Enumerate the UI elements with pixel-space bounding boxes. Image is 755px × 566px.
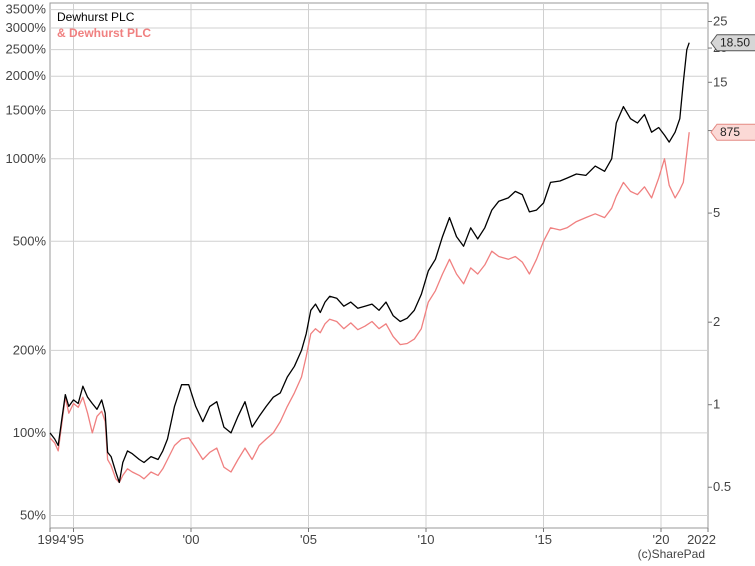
legend-entry: Dewhurst PLC (57, 10, 135, 24)
x-tick-label: '20 (653, 532, 670, 547)
legend-entry: & Dewhurst PLC (57, 26, 151, 40)
x-tick-label: '15 (535, 532, 552, 547)
x-tick-label: 1994 (38, 532, 67, 547)
last-value-label: 18.50 (720, 36, 750, 50)
sharepad-credit: (c)SharePad (638, 547, 705, 561)
last-value-badge (710, 123, 755, 141)
y-left-tick-label: 1500% (6, 102, 47, 117)
series-line-dewhurst (49, 42, 690, 484)
last-value-badge (710, 34, 755, 52)
y-right-tick-label: 1 (713, 397, 720, 412)
y-left-tick-label: 1000% (6, 151, 47, 166)
y-left-tick-label: 3000% (6, 20, 47, 35)
y-right-tick-label: 5 (713, 205, 720, 220)
x-tick-label: '10 (418, 532, 435, 547)
x-tick-label: '95 (67, 532, 84, 547)
x-tick-label: 2022 (687, 532, 716, 547)
y-right-tick-label: 0.5 (713, 479, 731, 494)
y-left-tick-label: 100% (13, 425, 47, 440)
y-right-tick-label: 2 (713, 314, 720, 329)
y-right-tick-label: 15 (713, 74, 727, 89)
y-left-tick-label: 200% (13, 342, 47, 357)
y-left-tick-label: 50% (20, 507, 46, 522)
y-left-tick-label: 2000% (6, 68, 47, 83)
y-right-tick-label: 25 (713, 13, 727, 28)
y-left-tick-label: 3500% (6, 2, 47, 17)
y-left-tick-label: 500% (13, 233, 47, 248)
plot-area (49, 2, 709, 529)
x-tick-label: '00 (183, 532, 200, 547)
last-value-label: 875 (720, 125, 740, 139)
y-left-tick-label: 2500% (6, 42, 47, 57)
x-tick-label: '05 (300, 532, 317, 547)
